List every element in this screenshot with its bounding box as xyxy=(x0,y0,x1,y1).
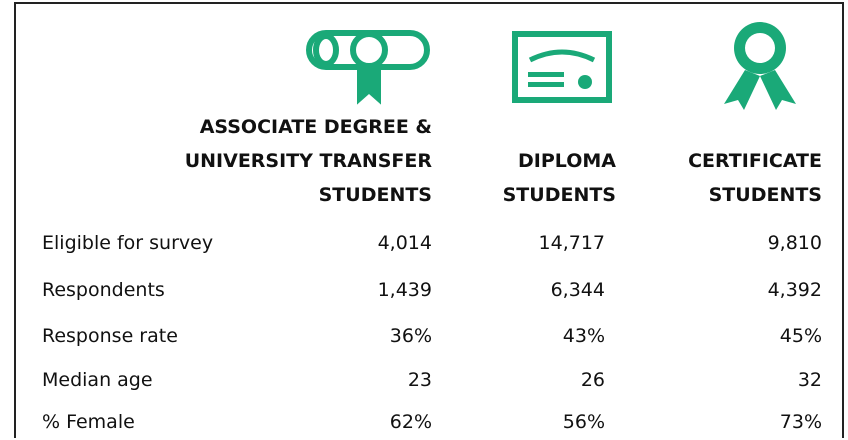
diploma-icon xyxy=(512,31,612,103)
table-frame xyxy=(14,2,844,438)
degree-icon xyxy=(306,30,430,105)
cell-value: 45% xyxy=(779,325,822,347)
cell-value: 4,014 xyxy=(377,232,432,254)
cell-value: 56% xyxy=(562,411,605,433)
cell-value: 62% xyxy=(389,411,432,433)
cell-value: 32 xyxy=(797,369,822,391)
cell-value: 14,717 xyxy=(538,232,605,254)
cell-value: 4,392 xyxy=(767,279,822,301)
cell-value: 73% xyxy=(779,411,822,433)
certificate-icon xyxy=(724,22,796,110)
row-label: Respondents xyxy=(42,279,165,301)
cell-value: 36% xyxy=(389,325,432,347)
cell-value: 23 xyxy=(407,369,432,391)
row-label: Response rate xyxy=(42,325,178,347)
cell-value: 6,344 xyxy=(550,279,605,301)
cell-value: 9,810 xyxy=(767,232,822,254)
cell-value: 26 xyxy=(580,369,605,391)
column-header: ASSOCIATE DEGREE & UNIVERSITY TRANSFER S… xyxy=(184,116,432,206)
column-header: DIPLOMA STUDENTS xyxy=(502,150,616,206)
icons xyxy=(306,22,796,110)
cell-value: 1,439 xyxy=(377,279,432,301)
cell-value: 43% xyxy=(562,325,605,347)
row-label: % Female xyxy=(42,411,135,433)
row-label: Eligible for survey xyxy=(42,232,214,254)
column-header: CERTIFICATE STUDENTS xyxy=(688,150,822,206)
row-label: Median age xyxy=(42,369,153,391)
